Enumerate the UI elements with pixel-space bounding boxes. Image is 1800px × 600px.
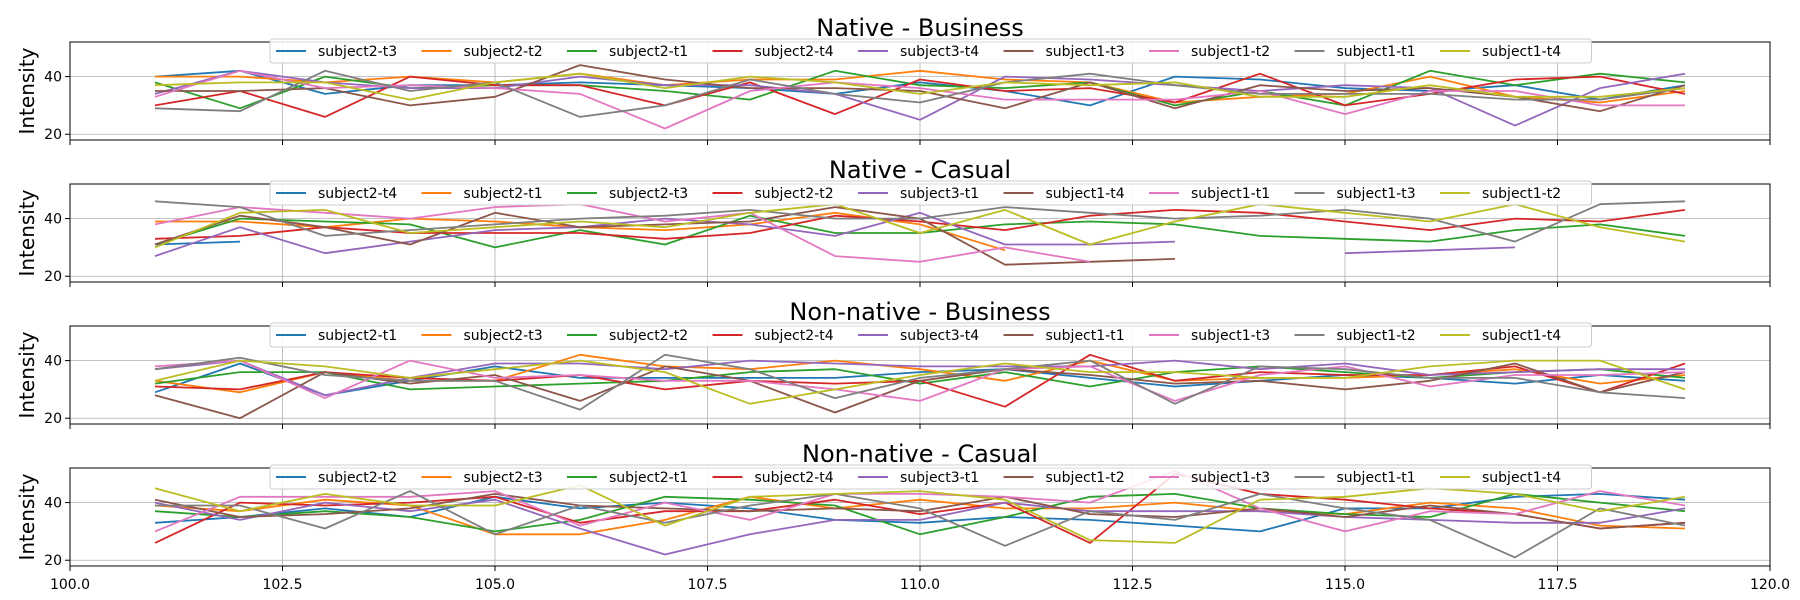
panel-0: Native - Business Intensity 20 40 subject2-t… [15, 14, 1771, 145]
series-line-subject1-t1 [154, 203, 1091, 263]
panels: Native - Business Intensity 20 40 subject2-t… [15, 14, 1771, 571]
x-tick-label: 110.0 [900, 577, 940, 593]
legend-label-subject1-t3: subject1-t3 [1046, 44, 1125, 60]
y-tick-label: 40 [44, 70, 62, 86]
legend: subject2-t3 subject2-t2 subject2-t1 subject… [269, 38, 1592, 64]
legend-label-subject1-t4: subject1-t4 [1482, 470, 1561, 486]
legend-label-subject2-t4: subject2-t4 [755, 44, 834, 60]
series-line-subject3-t1 [154, 211, 1516, 257]
legend: subject2-t1 subject2-t3 subject2-t2 subject… [269, 322, 1592, 348]
y-tick-label: 40 [44, 354, 62, 370]
y-tick-label: 20 [44, 269, 62, 285]
legend-frame [269, 180, 1592, 206]
series-line-subject1-t3 [155, 64, 1686, 113]
x-axis: 100.0 102.5 105.0 107.5 110.0 112.5 115.0 117.5… [50, 577, 1790, 593]
legend-label-subject3-t4: subject3-t4 [900, 44, 979, 60]
y-axis-label: Intensity [15, 331, 39, 418]
y-tick-label: 40 [44, 212, 62, 228]
y-tick-label: 40 [44, 496, 62, 512]
panel-title: Native - Business [816, 14, 1023, 42]
series-line-subject1-t2 [154, 69, 1685, 130]
x-tick-label: 115.0 [1325, 577, 1365, 593]
legend-label-subject2-t3: subject2-t3 [609, 186, 688, 202]
legend-frame [269, 322, 1592, 348]
legend-label-subject2-t1: subject2-t1 [464, 186, 543, 202]
legend-label-subject1-t2: subject1-t2 [1046, 470, 1125, 486]
legend-label-subject3-t4: subject3-t4 [900, 328, 979, 344]
legend-label-subject1-t2: subject1-t2 [1191, 44, 1270, 60]
legend-label-subject2-t1: subject2-t1 [609, 470, 688, 486]
legend-label-subject1-t4: subject1-t4 [1482, 328, 1561, 344]
y-tick-label: 20 [44, 553, 62, 569]
legend-label-subject1-t3: subject1-t3 [1337, 186, 1416, 202]
legend-label-subject3-t1: subject3-t1 [900, 470, 979, 486]
y-tick-label: 20 [44, 127, 62, 143]
x-tick-label: 100.0 [50, 577, 90, 593]
legend-label-subject1-t3: subject1-t3 [1191, 328, 1270, 344]
y-axis-label: Intensity [15, 189, 39, 276]
panel-2: Non-native - Business Intensity 20 40 subjec… [15, 298, 1771, 429]
legend-label-subject1-t2: subject1-t2 [1337, 328, 1416, 344]
series-line-subject2-t4 [154, 240, 241, 246]
legend-frame [269, 38, 1592, 64]
series-line-subject1-t2 [154, 203, 1686, 249]
legend-label-subject2-t3: subject2-t3 [464, 328, 543, 344]
series-line-subject1-t1 [155, 490, 1686, 559]
legend-label-subject1-t3: subject1-t3 [1191, 470, 1270, 486]
y-axis-label: Intensity [15, 47, 39, 134]
legend-label-subject2-t3: subject2-t3 [318, 44, 397, 60]
series-line-subject1-t4 [154, 206, 1176, 266]
series-line-subject1-t3 [154, 470, 1686, 533]
legend-label-subject2-t2: subject2-t2 [609, 328, 688, 344]
legend-label-subject2-t3: subject2-t3 [464, 470, 543, 486]
legend: subject2-t4 subject2-t1 subject2-t3 subject… [269, 180, 1592, 206]
legend-label-subject2-t2: subject2-t2 [464, 44, 543, 60]
legend-label-subject1-t4: subject1-t4 [1482, 44, 1561, 60]
y-tick-label: 20 [44, 411, 62, 427]
x-tick-label: 107.5 [687, 577, 727, 593]
legend-label-subject1-t1: subject1-t1 [1337, 470, 1416, 486]
legend-label-subject2-t1: subject2-t1 [318, 328, 397, 344]
series-line-subject1-t4 [154, 359, 1686, 405]
series-line-subject2-t1 [154, 493, 1686, 536]
panel-3: Non-native - Casual Intensity 20 40 subject2… [15, 440, 1771, 571]
series-line-subject1-t1 [154, 362, 1686, 420]
legend: subject2-t2 subject2-t3 subject2-t1 subject… [269, 464, 1592, 490]
legend-frame [269, 464, 1592, 490]
legend-label-subject1-t1: subject1-t1 [1191, 186, 1270, 202]
legend-label-subject2-t1: subject2-t1 [609, 44, 688, 60]
legend-label-subject1-t1: subject1-t1 [1046, 328, 1125, 344]
legend-label-subject1-t4: subject1-t4 [1046, 186, 1125, 202]
x-tick-label: 102.5 [262, 577, 302, 593]
series-line-subject1-t3 [154, 359, 1686, 402]
legend-label-subject2-t2: subject2-t2 [755, 186, 834, 202]
panel-title: Non-native - Business [789, 298, 1050, 326]
legend-label-subject1-t2: subject1-t2 [1482, 186, 1561, 202]
panel-title: Non-native - Casual [802, 440, 1038, 468]
x-tick-label: 105.0 [475, 577, 515, 593]
series-line-subject1-t2 [154, 493, 1686, 530]
x-tick-label: 117.5 [1537, 577, 1577, 593]
legend-label-subject2-t4: subject2-t4 [755, 470, 834, 486]
legend-label-subject1-t1: subject1-t1 [1337, 44, 1416, 60]
panel-title: Native - Casual [829, 156, 1011, 184]
series-line-subject1-t3 [154, 200, 1686, 243]
x-tick-label: 112.5 [1112, 577, 1152, 593]
legend-label-subject2-t4: subject2-t4 [318, 186, 397, 202]
series-line-subject1-t2 [154, 353, 1686, 411]
legend-label-subject2-t4: subject2-t4 [755, 328, 834, 344]
series-line-subject1-t1 [154, 69, 1686, 118]
legend-label-subject2-t2: subject2-t2 [318, 470, 397, 486]
x-tick-label: 120.0 [1750, 577, 1790, 593]
y-axis-label: Intensity [15, 473, 39, 560]
legend-label-subject3-t1: subject3-t1 [900, 186, 979, 202]
series-line-subject1-t4 [154, 72, 1686, 101]
series-line-subject2-t4 [154, 472, 1686, 544]
